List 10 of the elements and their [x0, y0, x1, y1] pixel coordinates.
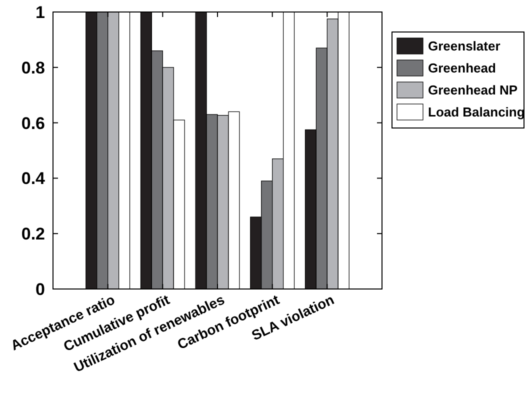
legend-label: Greenhead [428, 60, 496, 76]
y-tick-label: 0 [36, 280, 45, 299]
y-tick-label: 0.8 [21, 58, 45, 78]
y-tick-label: 0.2 [21, 224, 45, 244]
legend-label: Greenhead NP [428, 82, 518, 98]
y-tick-label: 0.6 [21, 114, 45, 133]
legend-label: Load Balancing [428, 104, 525, 120]
legend-label: Greenslater [428, 38, 500, 54]
y-tick-label: 0.4 [21, 169, 46, 188]
y-tick-label: 1 [36, 2, 45, 22]
